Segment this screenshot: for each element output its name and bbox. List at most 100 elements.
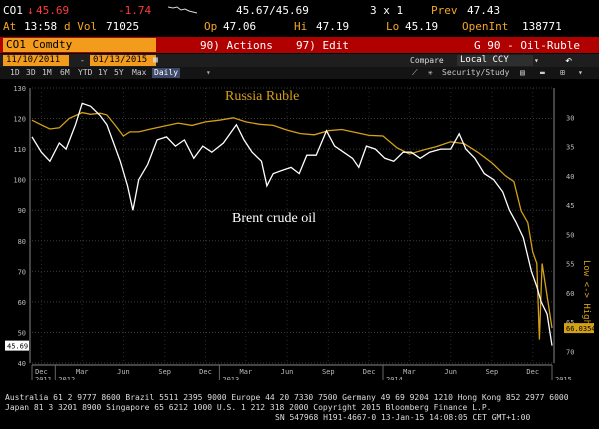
left-axis-tick-label: 110 xyxy=(13,146,26,154)
left-axis-tick-label: 40 xyxy=(18,360,26,368)
timeframe-5y[interactable]: 5Y xyxy=(114,68,124,77)
open-value: 47.06 xyxy=(223,20,257,33)
timeframe-daily[interactable]: Daily xyxy=(152,68,181,78)
ruble-last-value-tag: 66.0354 xyxy=(564,323,596,334)
x-axis-year-label: 2011 xyxy=(35,376,52,380)
zoom-icon[interactable]: ⊞ xyxy=(560,68,565,77)
bid-ask: 45.67/45.69 xyxy=(236,4,309,17)
timeframe-1d[interactable]: 1D xyxy=(10,68,20,77)
x-axis-month-label: Jun xyxy=(444,368,457,376)
security-study-button[interactable]: Security/Study xyxy=(442,68,510,77)
calendar-icon[interactable]: ▦ xyxy=(153,55,158,64)
left-axis-tick-label: 90 xyxy=(18,207,26,215)
x-axis-month-label: Jun xyxy=(117,368,130,376)
timeframe-ytd[interactable]: YTD xyxy=(78,68,93,77)
price-chart[interactable]: 130 120 110 100 90 80 70 60 50 40 30 35 40 45 50 55 60 6… xyxy=(0,80,599,380)
x-axis-year-label: 2013 xyxy=(222,376,239,380)
time-value: 13:58 xyxy=(24,20,58,33)
actions-menu[interactable]: 90) Actions xyxy=(200,39,273,52)
right-axis-tick-label: 65 xyxy=(566,319,574,327)
x-axis-month-label: Mar xyxy=(76,368,89,376)
bid-ask-size: 3 x 1 xyxy=(370,4,404,17)
x-axis-month-label: Dec xyxy=(35,368,48,376)
volume-label: d Vol xyxy=(64,20,98,33)
right-axis-tick-label: 70 xyxy=(566,348,574,356)
down-arrow-icon: ↓ xyxy=(27,4,34,17)
footer-line-2: Japan 81 3 3201 8900 Singapore 65 6212 1… xyxy=(5,403,492,412)
left-axis-tick-label: 100 xyxy=(13,177,26,185)
chart-type-icon[interactable]: ▬ xyxy=(540,68,545,77)
right-axis-title: Low <-> High xyxy=(581,260,591,325)
ticker[interactable]: CO1 xyxy=(3,4,23,17)
left-axis-tick-label: 60 xyxy=(18,299,26,307)
last-price: 45.69 xyxy=(36,4,70,17)
chart-title: G 90 - Oil-Ruble xyxy=(474,39,580,52)
open-label: Op xyxy=(204,20,218,33)
right-axis-tick-label: 35 xyxy=(566,144,574,152)
right-axis-tick-label: 30 xyxy=(566,114,574,122)
high-label: Hi xyxy=(294,20,308,33)
settings-icon[interactable]: ▤ xyxy=(520,68,525,77)
right-axis-tick-label: 55 xyxy=(566,261,574,269)
timeframe-1m[interactable]: 1M xyxy=(42,68,52,77)
x-axis-year-label: 2015 xyxy=(555,376,572,380)
end-date-field[interactable]: 01/13/2015 xyxy=(90,55,156,66)
frequency-chevron-icon[interactable]: ▾ xyxy=(206,68,211,77)
left-axis-tick-label: 70 xyxy=(18,268,26,276)
svg-text:45.69: 45.69 xyxy=(7,343,28,351)
x-axis-month-label: Sep xyxy=(486,368,499,376)
x-axis-month-label: Mar xyxy=(403,368,416,376)
right-axis-ticks: 30 35 40 45 50 55 60 65 70 xyxy=(553,88,574,363)
right-axis-tick-label: 50 xyxy=(566,231,574,239)
x-axis-ticks: Dec Mar Jun Sep Dec Mar Jun Sep Dec Mar Jun Sep Dec2… xyxy=(31,364,572,380)
footer-line-3: SN 547968 H191-4667-0 13-Jan-15 14:08:05… xyxy=(275,413,531,422)
chart-background xyxy=(0,80,599,380)
low-value: 45.19 xyxy=(405,20,439,33)
x-axis-month-label: Jun xyxy=(281,368,294,376)
open-interest-value: 138771 xyxy=(522,20,562,33)
x-axis-month-label: Sep xyxy=(158,368,171,376)
left-axis-tick-label: 50 xyxy=(18,329,26,337)
price-change: -1.74 xyxy=(118,4,152,17)
chevron-down-icon[interactable]: ▾ xyxy=(534,56,539,65)
svg-text:66.0354: 66.0354 xyxy=(566,325,596,333)
line-tool-icon[interactable]: ⟋ xyxy=(412,68,418,77)
security-field[interactable]: CO1 Comdty xyxy=(3,38,156,52)
x-axis-year-label: 2014 xyxy=(386,376,403,380)
left-axis-tick-label: 80 xyxy=(18,238,26,246)
back-arrow-icon[interactable]: ↶ xyxy=(565,53,573,67)
timeframe-1y[interactable]: 1Y xyxy=(98,68,108,77)
prev-value: 47.43 xyxy=(467,4,501,17)
timeframe-3d[interactable]: 3D xyxy=(26,68,36,77)
x-axis-year-label: 2012 xyxy=(58,376,75,380)
left-axis-ticks: 130 120 110 100 90 80 70 60 50 40 xyxy=(13,85,31,368)
open-interest-label: OpenInt xyxy=(462,20,509,33)
ruble-series-line xyxy=(31,111,553,340)
menu-icon[interactable]: ▾ xyxy=(578,68,583,77)
sparkline-icon xyxy=(168,6,198,14)
date-separator: - xyxy=(80,56,85,65)
timeframe-toolbar xyxy=(0,67,599,79)
compare-select[interactable]: Local CCY xyxy=(457,55,533,66)
timeframe-6m[interactable]: 6M xyxy=(60,68,70,77)
left-axis-tick-label: 130 xyxy=(13,85,26,93)
x-axis-month-label: Dec xyxy=(526,368,539,376)
edit-menu[interactable]: 97) Edit xyxy=(296,39,349,52)
time-label: At xyxy=(3,20,17,33)
low-label: Lo xyxy=(386,20,400,33)
right-axis-tick-label: 40 xyxy=(566,173,574,181)
timeframe-max[interactable]: Max xyxy=(132,68,147,77)
brent-series-line xyxy=(31,102,553,346)
start-date-field[interactable]: 11/10/2011 xyxy=(3,55,69,66)
ruble-series-label: Russia Ruble xyxy=(225,89,299,104)
brent-last-value-tag: 45.69 xyxy=(5,340,29,351)
x-axis-month-label: Dec xyxy=(363,368,376,376)
volume-value: 71025 xyxy=(106,20,140,33)
indicator-icon[interactable]: ✳ xyxy=(428,68,433,77)
high-value: 47.19 xyxy=(316,20,350,33)
right-axis-tick-label: 60 xyxy=(566,290,574,298)
compare-label: Compare xyxy=(410,56,444,65)
prev-label: Prev xyxy=(431,4,458,17)
x-axis-month-label: Dec xyxy=(199,368,212,376)
brent-series-label: Brent crude oil xyxy=(232,211,316,226)
